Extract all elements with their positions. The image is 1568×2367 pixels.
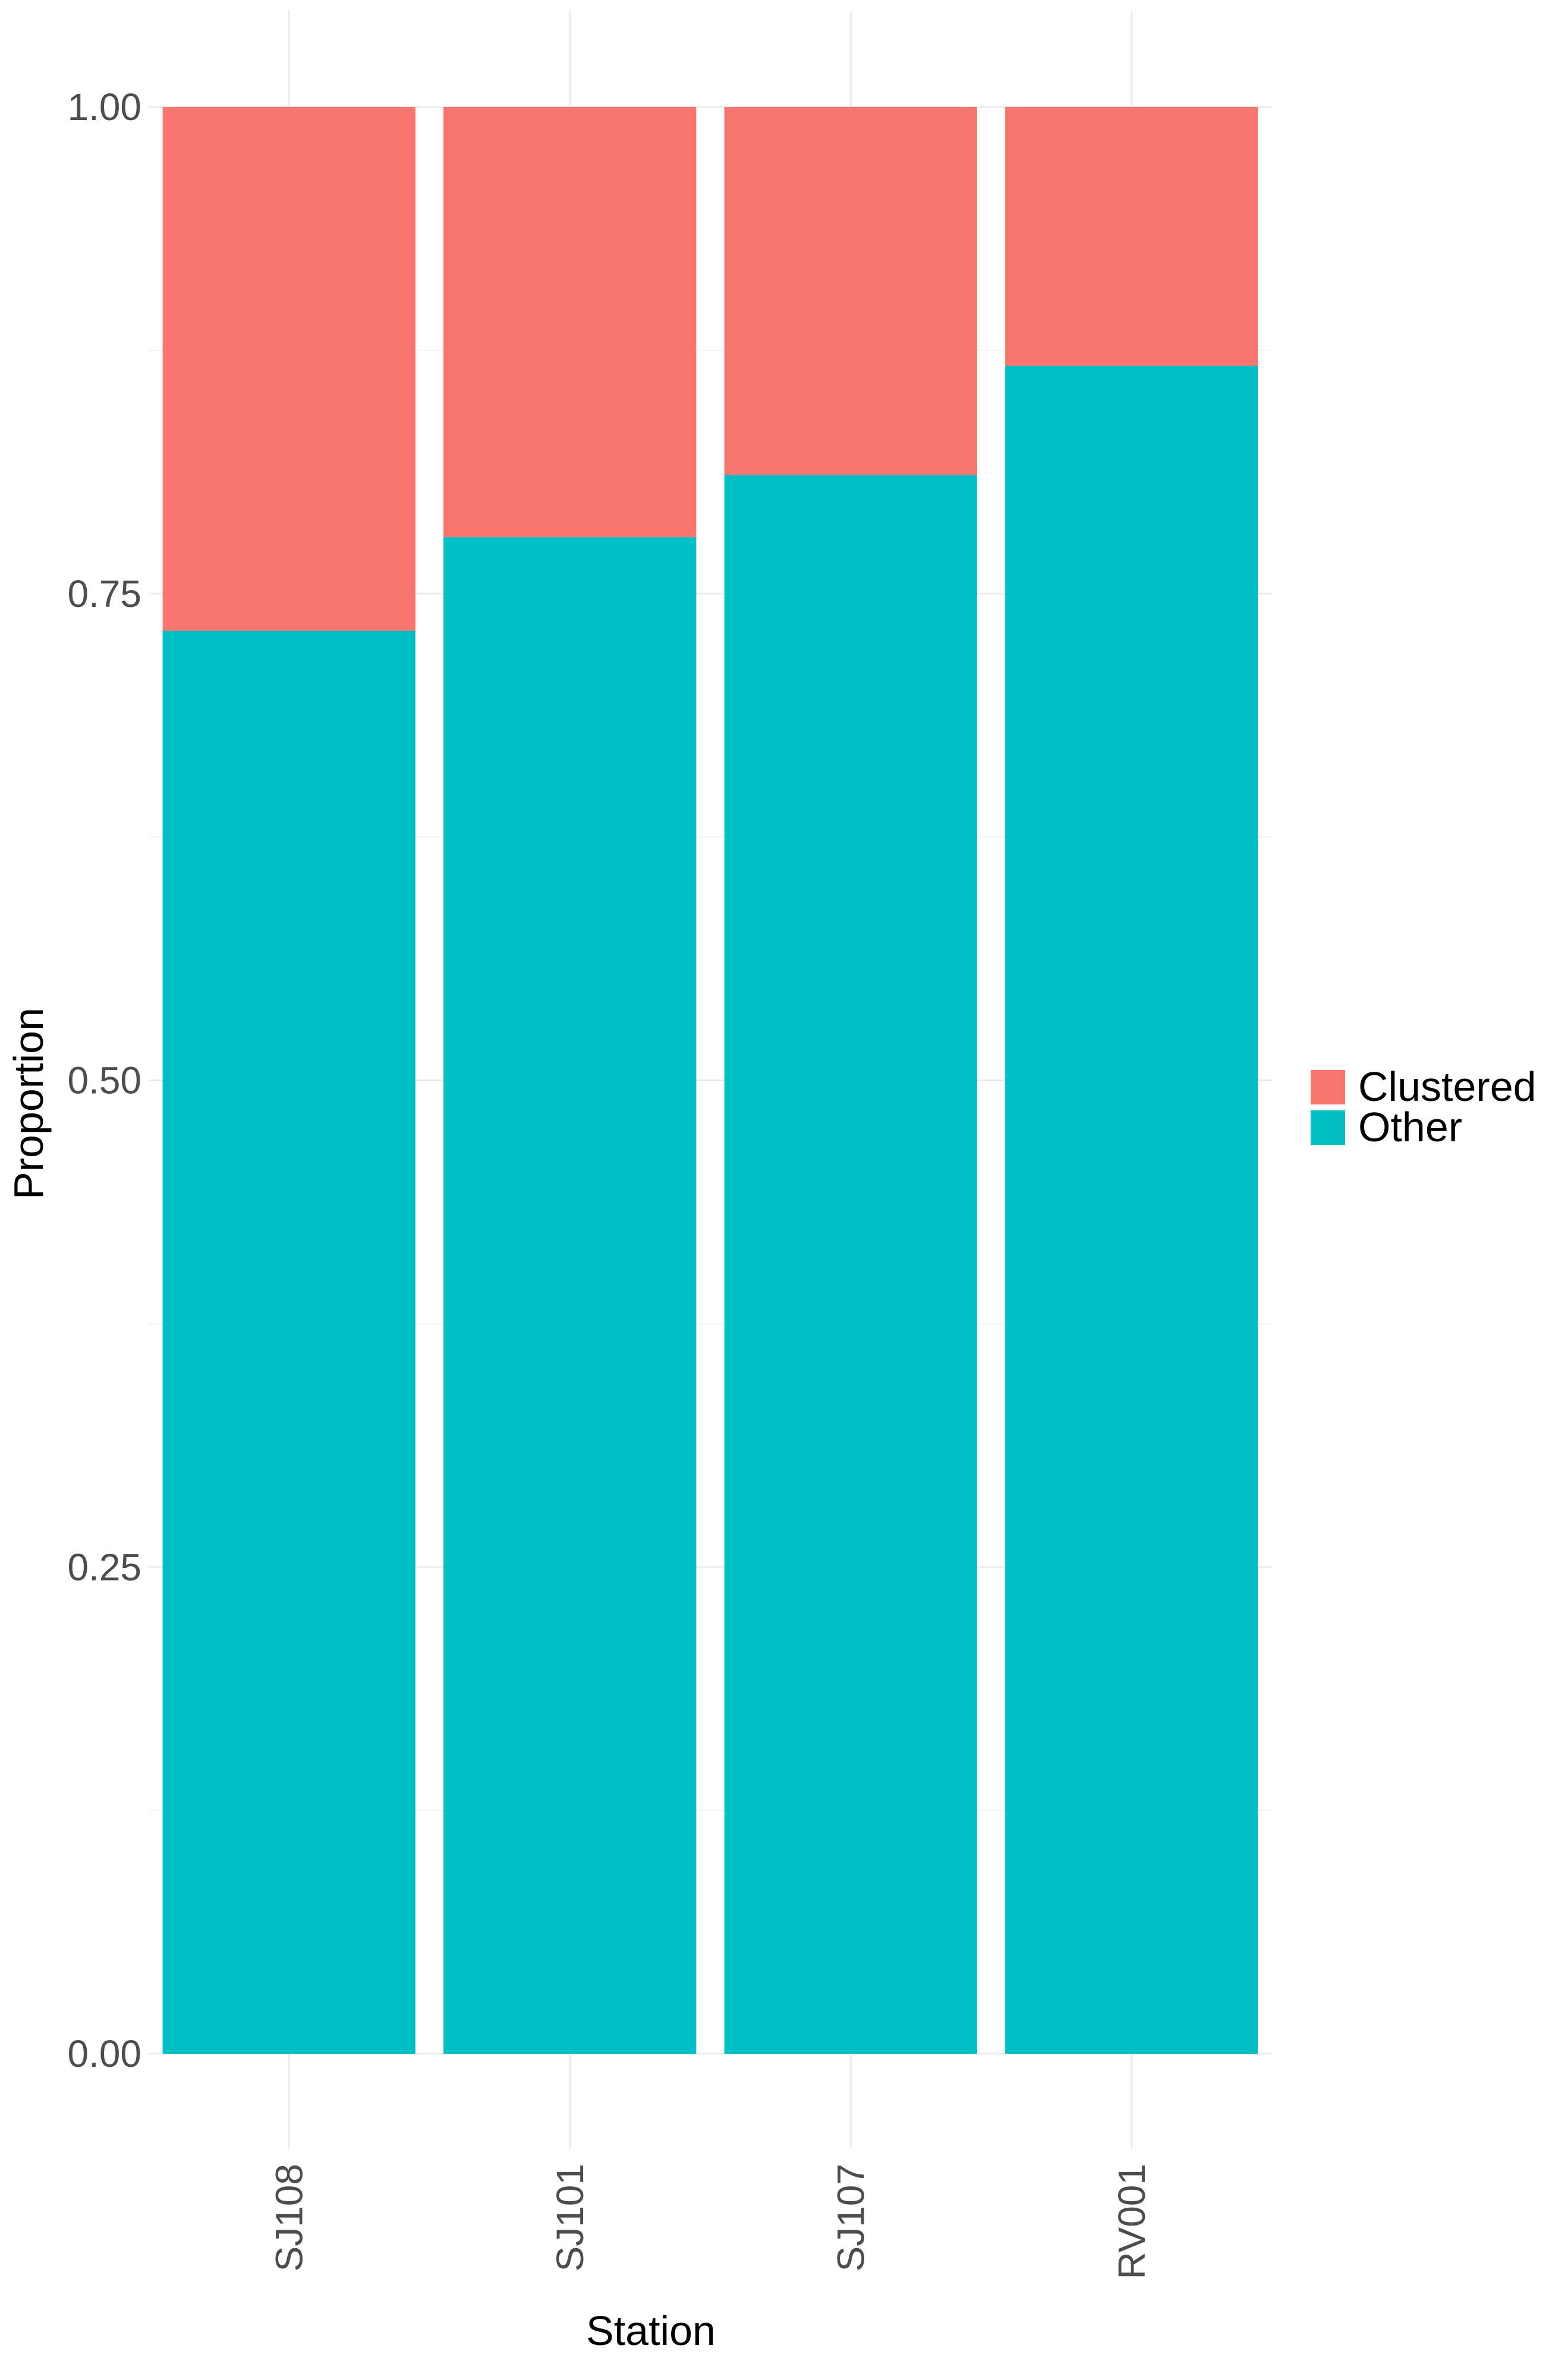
y-tick-label: 0.50 — [67, 1059, 141, 1102]
legend: Clustered Other — [1311, 1063, 1536, 1150]
bar-sj108-other — [162, 630, 415, 2054]
bar-rv001-clustered — [1005, 107, 1258, 366]
legend-swatch-other — [1311, 1110, 1345, 1145]
bar-rv001-other — [1005, 366, 1258, 2054]
x-tick-label: SJ107 — [829, 2164, 872, 2271]
x-tick-label: SJ108 — [267, 2164, 310, 2271]
bar-sj101-clustered — [443, 107, 697, 537]
y-tick-label: 1.00 — [67, 86, 141, 128]
x-tick-label: RV001 — [1110, 2164, 1153, 2280]
x-axis-title: Station — [586, 2308, 716, 2354]
x-axis-ticks: SJ108 SJ101 SJ107 RV001 — [267, 2164, 1153, 2280]
y-tick-label: 0.25 — [67, 1546, 141, 1588]
y-axis-ticks: 0.00 0.25 0.50 0.75 1.00 — [67, 86, 141, 2075]
bars — [162, 107, 1258, 2054]
y-tick-label: 0.75 — [67, 572, 141, 615]
bar-sj107-clustered — [724, 107, 977, 475]
bar-sj108-clustered — [162, 107, 415, 631]
y-axis-title: Proportion — [5, 1008, 52, 1200]
legend-label-clustered: Clustered — [1358, 1063, 1536, 1110]
x-tick-label: SJ101 — [549, 2164, 591, 2271]
y-tick-label: 0.00 — [67, 2032, 141, 2075]
legend-label-other: Other — [1358, 1104, 1462, 1150]
legend-swatch-clustered — [1311, 1070, 1345, 1104]
bar-sj101-other — [443, 537, 697, 2054]
bar-sj107-other — [724, 474, 977, 2054]
